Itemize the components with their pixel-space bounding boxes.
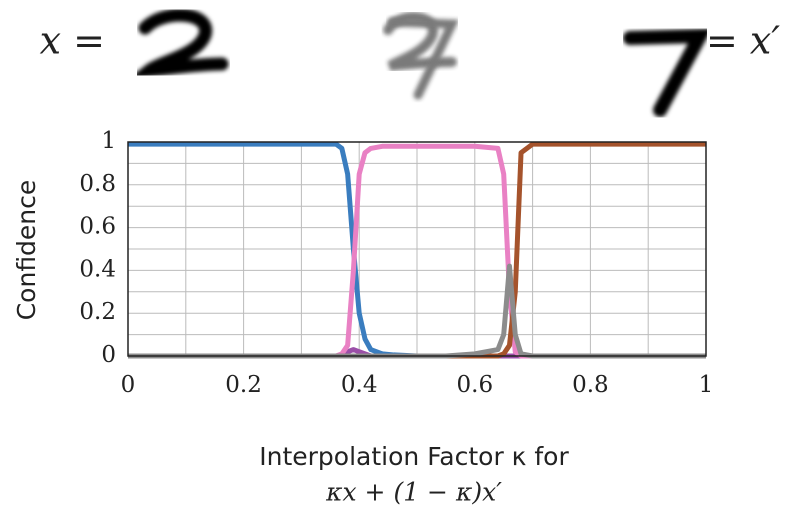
x-tick-label: 0.6 <box>457 372 494 398</box>
plot-frame <box>127 141 707 357</box>
digit-interp <box>383 12 460 100</box>
y-tick-label: 0.2 <box>79 299 116 325</box>
x-tick-label: 0.8 <box>572 372 609 398</box>
x-axis-label: Interpolation Factor κ for <box>259 442 569 471</box>
digit-x <box>129 8 229 79</box>
left-label: x = <box>40 19 105 63</box>
x-tick-label: 1 <box>699 372 714 398</box>
y-tick-label: 0.6 <box>79 214 116 240</box>
y-tick-label: 0.8 <box>79 171 116 197</box>
right-label: = x′ <box>706 19 780 63</box>
y-tick-label: 0 <box>101 342 116 368</box>
digit-x-prime <box>623 28 712 117</box>
x-tick-label: 0.4 <box>341 372 378 398</box>
x-axis-label: κx + (1 − κ)x′ <box>325 478 502 507</box>
y-tick-label: 1 <box>101 128 116 154</box>
x-tick-label: 0.2 <box>225 372 262 398</box>
x-tick-label: 0 <box>121 372 136 398</box>
y-axis-label: Confidence <box>12 180 41 321</box>
y-tick-label: 0.4 <box>79 256 116 282</box>
